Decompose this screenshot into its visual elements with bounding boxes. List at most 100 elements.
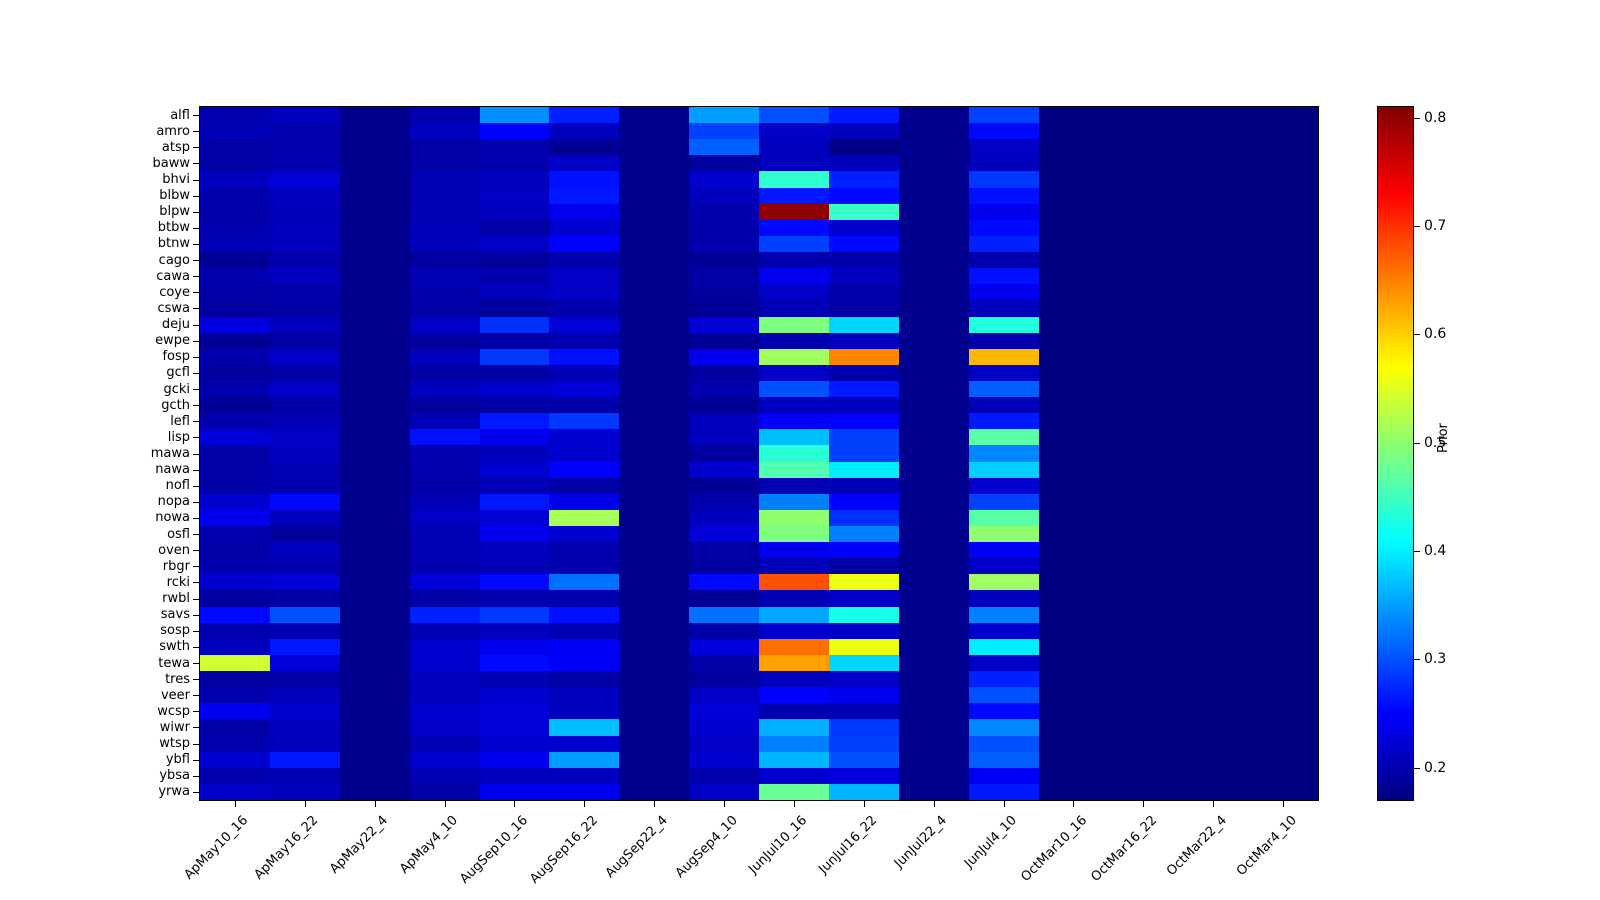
heatmap-cell: [1108, 219, 1179, 236]
heatmap-cell: [549, 268, 620, 285]
heatmap-cell: [1108, 671, 1179, 688]
heatmap-cell: [200, 687, 270, 704]
heatmap-cell: [339, 235, 410, 253]
heatmap-cell: [409, 719, 480, 736]
heatmap-cell: [898, 332, 969, 349]
heatmap-cell: [479, 445, 550, 462]
x-tick-label: OctMar16_22: [1088, 813, 1160, 885]
heatmap-cell: [269, 171, 340, 188]
heatmap-cell: [549, 509, 620, 527]
heatmap-cell: [269, 316, 340, 333]
heatmap-cell: [689, 751, 759, 768]
heatmap-cell: [689, 622, 759, 639]
heatmap-cell: [549, 284, 620, 301]
heatmap-cell: [1108, 622, 1179, 639]
y-tick-mark: [193, 324, 199, 326]
heatmap-cell: [269, 767, 340, 784]
x-tick-mark: [1073, 801, 1075, 807]
heatmap-cell: [1038, 735, 1109, 752]
heatmap-cell: [619, 364, 690, 381]
heatmap-cell: [479, 719, 550, 736]
heatmap-cell: [689, 235, 759, 253]
y-tick-label: nowa: [155, 510, 190, 526]
heatmap-cell: [1038, 316, 1109, 333]
x-tick-label: OctMar4_10: [1233, 813, 1300, 879]
heatmap-cell: [1178, 654, 1249, 672]
heatmap-cell: [479, 332, 550, 349]
heatmap-cell: [898, 155, 969, 172]
heatmap-cell: [689, 429, 759, 446]
heatmap-cell: [828, 719, 899, 736]
y-tick-mark: [193, 501, 199, 503]
heatmap-cell: [689, 219, 759, 236]
heatmap-cell: [200, 300, 270, 317]
heatmap-cell: [1108, 703, 1179, 720]
colorbar-tick-mark: [1414, 442, 1420, 444]
heatmap-cell: [689, 268, 759, 285]
heatmap-cell: [1108, 123, 1179, 140]
heatmap-cell: [1038, 574, 1109, 591]
heatmap-cell: [1038, 380, 1109, 398]
heatmap-cell: [479, 654, 550, 672]
heatmap-cell: [1108, 252, 1179, 269]
y-tick-mark: [193, 711, 199, 713]
y-tick-mark: [193, 211, 199, 213]
heatmap-cell: [898, 622, 969, 639]
heatmap-cell: [479, 107, 550, 124]
heatmap-cell: [619, 155, 690, 172]
heatmap-cell: [409, 348, 480, 365]
y-tick-mark: [193, 550, 199, 552]
heatmap-cell: [479, 493, 550, 510]
heatmap-cell: [479, 219, 550, 236]
heatmap-cell: [1178, 767, 1249, 784]
heatmap-cell: [898, 767, 969, 784]
heatmap-cell: [549, 542, 620, 559]
heatmap-cell: [200, 413, 270, 430]
y-tick-label: rwbl: [162, 591, 190, 607]
heatmap-cell: [689, 316, 759, 333]
y-tick-mark: [193, 308, 199, 310]
heatmap-cell: [619, 719, 690, 736]
heatmap-cell: [759, 171, 829, 188]
heatmap-cell: [828, 219, 899, 236]
heatmap-cell: [549, 751, 620, 768]
y-tick-mark: [193, 340, 199, 342]
heatmap-cell: [759, 509, 829, 527]
heatmap-cell: [549, 477, 620, 494]
heatmap-cell: [828, 606, 899, 623]
heatmap-cell: [968, 364, 1039, 381]
heatmap-cell: [828, 380, 899, 398]
heatmap-cell: [689, 493, 759, 510]
y-tick-mark: [193, 131, 199, 133]
heatmap-cell: [1178, 542, 1249, 559]
heatmap-cell: [409, 542, 480, 559]
heatmap-cell: [409, 139, 480, 156]
heatmap-cell: [759, 719, 829, 736]
heatmap-cell: [759, 219, 829, 236]
heatmap-cell: [1248, 413, 1318, 430]
heatmap-cell: [269, 477, 340, 494]
heatmap-cell: [759, 107, 829, 124]
heatmap-cell: [1178, 783, 1249, 800]
heatmap-cell: [689, 380, 759, 398]
heatmap-cell: [828, 445, 899, 462]
heatmap-cell: [409, 526, 480, 543]
y-tick-mark: [193, 679, 199, 681]
heatmap-cell: [479, 235, 550, 253]
heatmap-cell: [968, 558, 1039, 575]
heatmap-cell: [898, 574, 969, 591]
heatmap-cell: [759, 590, 829, 607]
heatmap-cell: [200, 461, 270, 478]
heatmap-cell: [269, 526, 340, 543]
y-tick-label: ybfl: [165, 752, 190, 768]
heatmap-cell: [549, 380, 620, 398]
heatmap-cell: [1038, 203, 1109, 220]
heatmap-cell: [1248, 622, 1318, 639]
heatmap-cell: [1248, 735, 1318, 752]
y-tick-mark: [193, 405, 199, 407]
heatmap-cell: [898, 139, 969, 156]
heatmap-cell: [898, 413, 969, 430]
x-tick-label: AugSep10_16: [457, 813, 532, 887]
heatmap-cell: [619, 219, 690, 236]
heatmap-cell: [549, 397, 620, 414]
